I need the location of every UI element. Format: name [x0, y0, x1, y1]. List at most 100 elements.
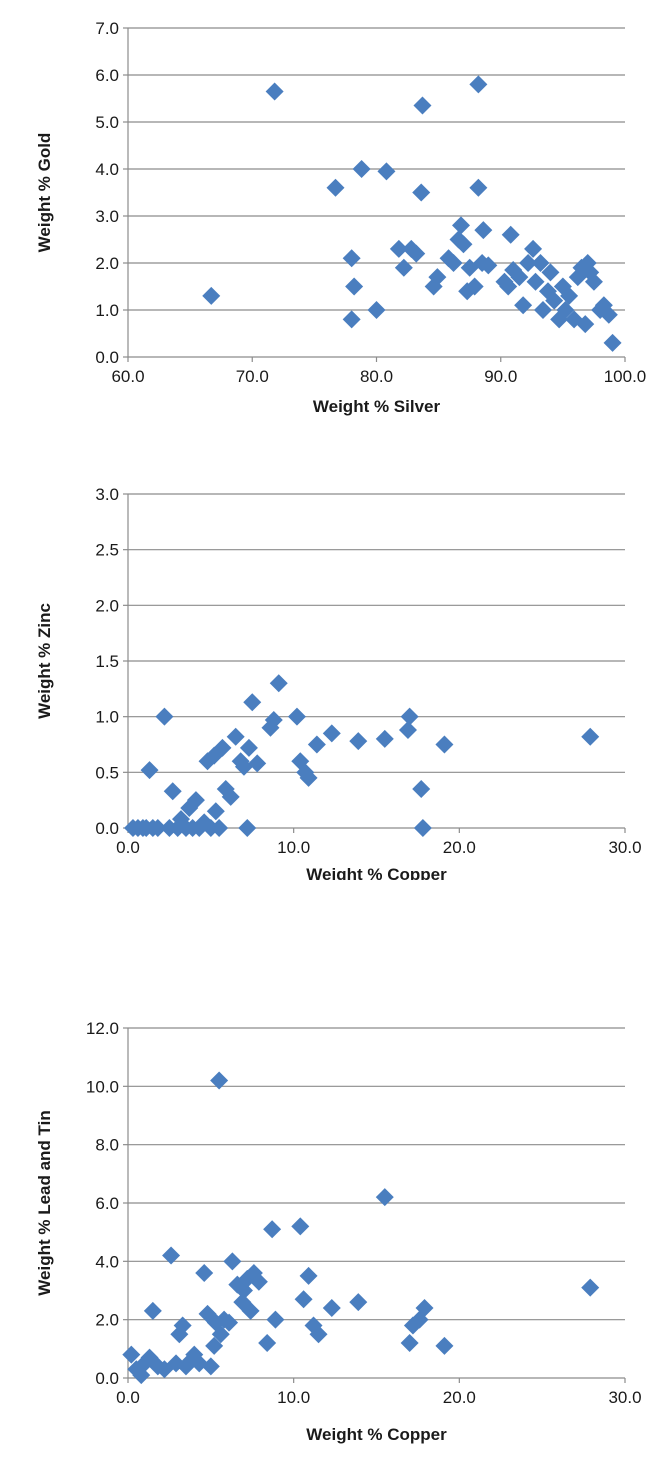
y-axis-label: Weight % Gold	[35, 133, 54, 253]
data-point	[367, 301, 386, 319]
y-tick-label: 0.0	[95, 1369, 119, 1388]
y-tick-label: 10.0	[86, 1077, 119, 1096]
data-point	[394, 258, 413, 277]
x-axis-label: Weight % Copper	[306, 865, 447, 880]
data-point	[389, 239, 408, 258]
data-point	[198, 1304, 217, 1323]
data-point	[238, 819, 257, 837]
data-point	[342, 249, 361, 268]
data-point	[140, 761, 159, 780]
data-point	[349, 1293, 368, 1312]
data-point	[499, 277, 518, 296]
data-point	[501, 225, 520, 244]
y-tick-label: 0.0	[95, 348, 119, 367]
y-tick-label: 2.0	[95, 254, 119, 273]
data-point	[469, 75, 488, 94]
data-point	[398, 721, 417, 740]
data-point	[444, 254, 463, 272]
data-point	[122, 1345, 141, 1364]
data-point	[195, 813, 214, 832]
y-tick-label: 6.0	[95, 1194, 119, 1213]
x-tick-label: 10.0	[277, 1388, 310, 1407]
data-point	[479, 256, 498, 275]
data-point	[205, 1336, 224, 1355]
data-point	[413, 96, 432, 115]
data-point	[210, 1071, 229, 1090]
data-point	[581, 727, 600, 746]
x-tick-label: 0.0	[116, 838, 140, 857]
data-point	[241, 1301, 260, 1320]
y-tick-label: 1.0	[95, 301, 119, 320]
data-point	[428, 268, 447, 287]
data-point	[581, 1278, 600, 1297]
data-point	[326, 178, 345, 197]
data-point	[202, 286, 221, 305]
data-point	[514, 296, 533, 315]
data-point	[322, 724, 341, 743]
data-point	[248, 754, 267, 773]
data-point	[526, 272, 545, 291]
data-point	[545, 291, 564, 310]
data-point	[435, 1336, 454, 1355]
x-tick-label: 80.0	[360, 367, 393, 386]
data-point	[322, 1299, 341, 1317]
data-point	[451, 216, 470, 235]
x-axis-label: Weight % Silver	[313, 397, 441, 416]
data-point	[155, 707, 174, 726]
y-tick-label: 6.0	[95, 66, 119, 85]
data-point	[186, 791, 205, 810]
data-point	[221, 787, 240, 806]
data-point	[412, 183, 431, 202]
x-tick-label: 100.0	[604, 367, 647, 386]
data-point	[531, 254, 550, 272]
data-point	[599, 305, 618, 324]
data-point	[400, 707, 419, 726]
data-point	[469, 178, 488, 197]
x-tick-label: 20.0	[443, 1388, 476, 1407]
data-point	[454, 235, 473, 254]
x-tick-label: 30.0	[608, 1388, 641, 1407]
data-point	[352, 160, 371, 178]
y-tick-label: 4.0	[95, 160, 119, 179]
data-point	[201, 1357, 220, 1376]
y-axis-label: Weight % Lead and Tin	[35, 1110, 54, 1295]
data-point	[220, 1313, 239, 1332]
data-point	[223, 1252, 242, 1271]
data-point	[294, 1290, 313, 1309]
data-point	[162, 1246, 181, 1265]
data-point	[410, 1310, 429, 1329]
scatter-chart-zinc-vs-copper: 0.0 0.5 1.0 1.5 2.0 2.5 3.0 0.0 10.0 20.0 30.0 Weig…	[35, 485, 642, 880]
data-point	[349, 732, 368, 751]
data-point	[524, 239, 543, 258]
data-point	[135, 1354, 154, 1373]
x-tick-label: 30.0	[608, 838, 641, 857]
data-point	[519, 254, 538, 272]
data-point	[345, 277, 364, 296]
data-point	[415, 1299, 434, 1317]
data-point	[243, 693, 262, 712]
data-point	[163, 782, 182, 801]
y-tick-label: 1.0	[95, 708, 119, 727]
data-point	[584, 272, 603, 291]
data-point	[234, 757, 253, 776]
data-point	[435, 735, 454, 754]
x-tick-label: 10.0	[277, 838, 310, 857]
data-point	[299, 768, 318, 787]
y-tick-label: 8.0	[95, 1136, 119, 1155]
data-point	[143, 1301, 162, 1320]
y-tick-label: 7.0	[95, 19, 119, 38]
data-point	[265, 82, 284, 101]
x-tick-label: 20.0	[443, 838, 476, 857]
data-point	[205, 746, 224, 765]
data-point	[211, 1325, 230, 1344]
data-point	[375, 729, 394, 748]
data-point	[603, 333, 622, 352]
data-point	[533, 301, 552, 319]
data-point	[148, 819, 167, 837]
y-tick-label: 0.5	[95, 763, 119, 782]
data-point	[576, 315, 595, 334]
y-axis-label: Weight % Zinc	[35, 603, 54, 719]
data-point	[375, 1188, 394, 1207]
data-point	[400, 1334, 419, 1352]
